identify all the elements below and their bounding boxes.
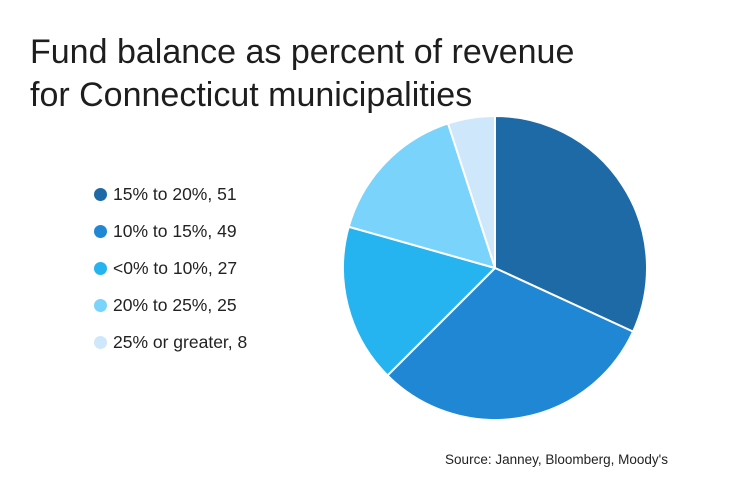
legend-swatch	[94, 262, 107, 275]
legend-label: 15% to 20%, 51	[113, 184, 237, 204]
pie-slice	[347, 122, 496, 269]
pie-slice	[342, 225, 496, 377]
legend-item: 15% to 20%, 51	[94, 176, 247, 213]
legend-item: 20% to 25%, 25	[94, 287, 247, 324]
chart-title-line-2: for Connecticut municipalities	[30, 76, 473, 114]
legend-item: 10% to 15%, 49	[94, 213, 247, 250]
legend-item: 25% or greater, 8	[94, 324, 247, 361]
legend-swatch	[94, 299, 107, 312]
legend-label: <0% to 10%, 27	[113, 258, 238, 278]
pie-slice	[386, 267, 635, 421]
legend-swatch	[94, 225, 107, 238]
chart-title-line-1: Fund balance as percent of revenue	[30, 33, 575, 71]
pie-slices	[342, 115, 648, 421]
legend-item: <0% to 10%, 27	[94, 250, 247, 287]
pie-slice	[447, 115, 496, 269]
pie-slice	[494, 115, 648, 333]
legend-swatch	[94, 188, 107, 201]
chart-title: Fund balance as percent of revenue for C…	[30, 31, 710, 117]
legend-label: 10% to 15%, 49	[113, 221, 237, 241]
source-note: Source: Janney, Bloomberg, Moody's	[445, 452, 668, 467]
legend-label: 20% to 25%, 25	[113, 295, 237, 315]
chart-legend: 15% to 20%, 51 10% to 15%, 49 <0% to 10%, …	[94, 176, 247, 361]
legend-label: 25% or greater, 8	[113, 332, 248, 352]
legend-swatch	[94, 336, 107, 349]
